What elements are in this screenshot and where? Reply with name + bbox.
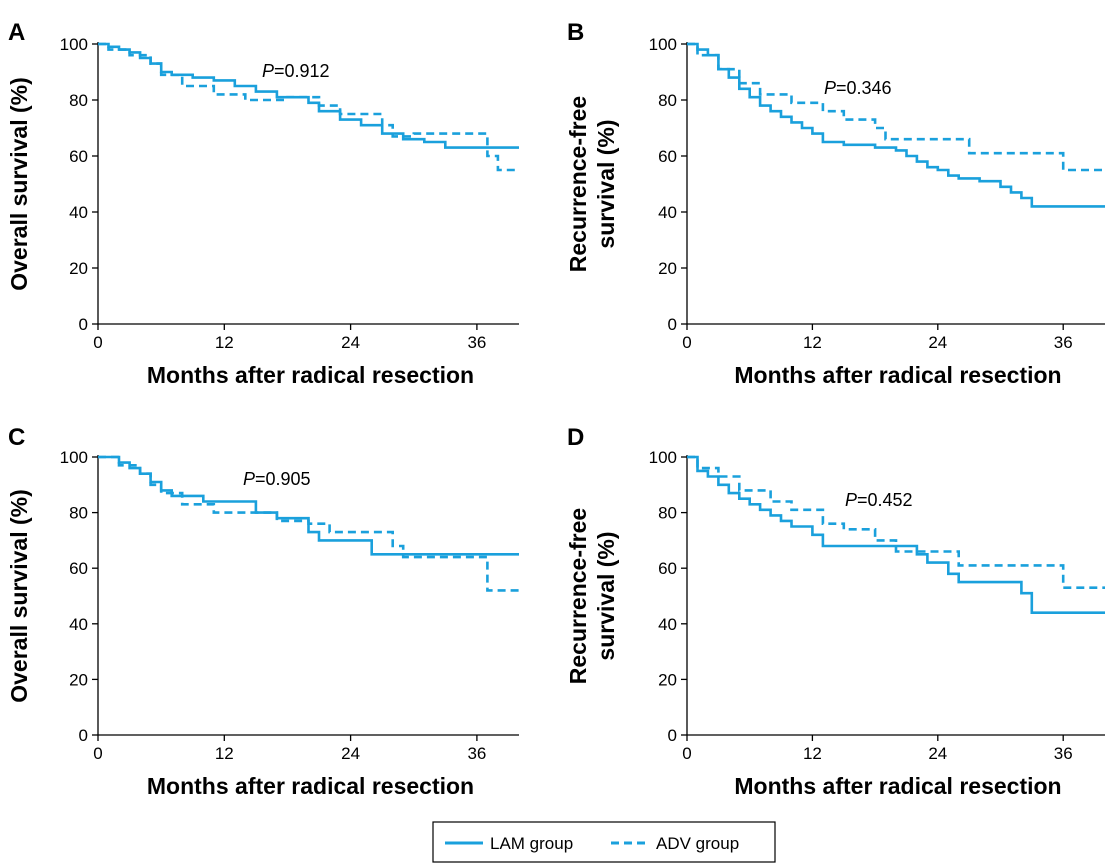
panel-c: C 0 20 40 60 80 100 0 12 24 36 Months after radical…: [6, 424, 519, 799]
x-tick-label: 36: [1054, 333, 1073, 352]
x-tick-label: 24: [928, 333, 947, 352]
y-tick-label: 0: [79, 726, 88, 745]
x-axis-title: Months after radical resection: [734, 362, 1061, 388]
p-value-label: P=0.912: [262, 61, 330, 81]
x-tick-label: 0: [93, 333, 102, 352]
legend-label-adv: ADV group: [656, 834, 739, 853]
y-tick-label: 80: [658, 504, 677, 523]
legend-label-lam: LAM group: [490, 834, 573, 853]
p-value-label: P=0.346: [824, 78, 892, 98]
x-axis-title: Months after radical resection: [147, 773, 474, 799]
x-tick-label: 0: [682, 333, 691, 352]
y-tick-label: 60: [69, 559, 88, 578]
y-tick-label: 20: [658, 259, 677, 278]
x-tick-label: 36: [467, 744, 486, 763]
y-tick-label: 80: [658, 91, 677, 110]
x-tick-label: 36: [467, 333, 486, 352]
y-tick-label: 40: [658, 203, 677, 222]
y-tick-label: 100: [649, 35, 677, 54]
y-tick-label: 60: [658, 147, 677, 166]
panel-letter: D: [567, 424, 584, 451]
y-tick-label: 80: [69, 91, 88, 110]
panel-a: A 0 20 40 60 80 100 0 12 24 36 Months after radical…: [6, 19, 519, 388]
p-value-label: P=0.905: [243, 469, 311, 489]
x-axis-title: Months after radical resection: [734, 773, 1061, 799]
panel-d: D 0 20 40 60 80 100 0 12 24 36 Months after radical…: [565, 424, 1105, 799]
y-axis-title: survival (%): [593, 531, 619, 660]
y-tick-label: 60: [658, 559, 677, 578]
p-value-label: P=0.452: [845, 490, 913, 510]
series-lam-line: [687, 44, 1105, 206]
y-tick-label: 20: [69, 259, 88, 278]
y-tick-label: 20: [69, 670, 88, 689]
y-tick-label: 20: [658, 670, 677, 689]
panel-letter: C: [8, 424, 25, 451]
x-tick-label: 24: [928, 744, 947, 763]
panel-letter: B: [567, 19, 584, 46]
y-tick-label: 40: [658, 615, 677, 634]
x-tick-label: 0: [682, 744, 691, 763]
y-tick-label: 100: [60, 448, 88, 467]
x-tick-label: 12: [803, 333, 822, 352]
y-tick-label: 0: [79, 315, 88, 334]
series-adv-line: [687, 457, 1105, 588]
y-tick-label: 80: [69, 504, 88, 523]
x-axis-title: Months after radical resection: [147, 362, 474, 388]
y-tick-label: 0: [668, 315, 677, 334]
x-tick-label: 12: [215, 333, 234, 352]
x-tick-label: 0: [93, 744, 102, 763]
y-tick-label: 100: [649, 448, 677, 467]
y-axis-title: Recurrence-free: [565, 96, 591, 272]
x-tick-label: 24: [341, 333, 360, 352]
series-lam-line: [98, 44, 519, 148]
legend: LAM group ADV group: [433, 822, 775, 862]
x-tick-label: 12: [803, 744, 822, 763]
y-tick-label: 100: [60, 35, 88, 54]
y-axis-title: Overall survival (%): [6, 489, 32, 703]
x-tick-label: 36: [1054, 744, 1073, 763]
y-axis-title: survival (%): [593, 119, 619, 248]
y-tick-label: 0: [668, 726, 677, 745]
y-tick-label: 60: [69, 147, 88, 166]
x-tick-label: 12: [215, 744, 234, 763]
panel-b: B 0 20 40 60 80 100 0 12 24 36 Months after radical…: [565, 19, 1105, 388]
y-tick-label: 40: [69, 615, 88, 634]
x-tick-label: 24: [341, 744, 360, 763]
panels: A 0 20 40 60 80 100 0 12 24 36 Months after radical…: [6, 19, 1105, 799]
y-tick-label: 40: [69, 203, 88, 222]
series-lam-line: [687, 457, 1105, 613]
panel-letter: A: [8, 19, 25, 46]
y-axis-title: Overall survival (%): [6, 77, 32, 291]
y-axis-title: Recurrence-free: [565, 508, 591, 684]
